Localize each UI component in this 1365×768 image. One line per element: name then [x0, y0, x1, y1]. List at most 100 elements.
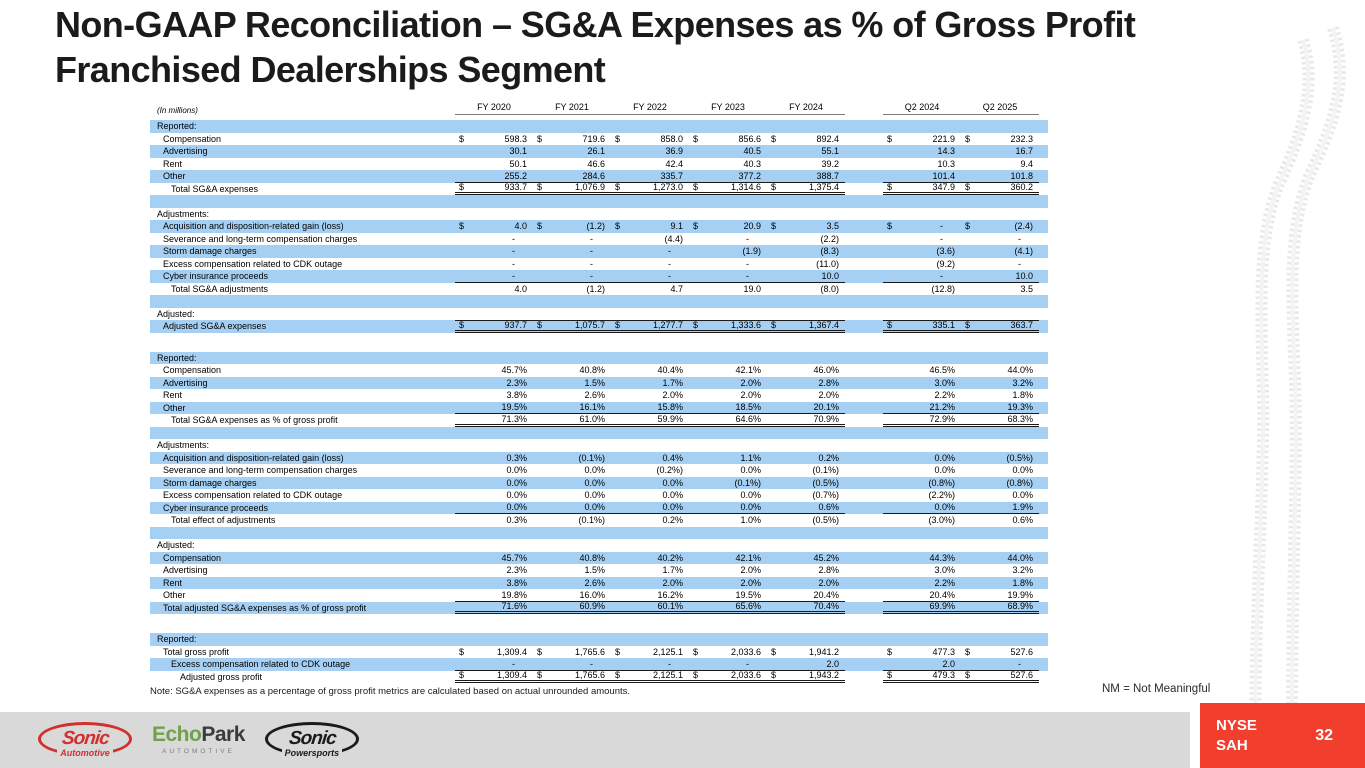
value-cell: -	[746, 233, 749, 244]
value-cell: -	[590, 233, 593, 244]
value-cell: $1,309.4	[459, 670, 527, 681]
value-cell: -	[512, 233, 515, 244]
value-cell: $1,765.6	[537, 670, 605, 681]
value-cell: $856.6	[693, 133, 761, 144]
value-cell: $527.6	[965, 646, 1033, 657]
value-cell: 0.3%	[506, 452, 527, 463]
value-cell: 3.8%	[506, 577, 527, 588]
value-cell: 20.4%	[813, 589, 839, 600]
value-cell: -	[590, 246, 593, 257]
value-cell: 2.0	[942, 658, 955, 669]
value-cell: 46.5%	[929, 365, 955, 376]
slide-title-line1: Non-GAAP Reconciliation – SG&A Expenses …	[55, 4, 1136, 45]
spacer-row	[150, 614, 1048, 633]
value-cell: $360.2	[965, 182, 1033, 193]
section-label: Reported:	[157, 121, 197, 132]
value-cell: 255.2	[504, 170, 527, 181]
value-cell: 40.8%	[579, 552, 605, 563]
value-cell: 40.8%	[579, 365, 605, 376]
row-label: Rent	[163, 577, 183, 588]
value-cell: 42.1%	[735, 552, 761, 563]
value-cell: 14.3	[937, 146, 955, 157]
row-label: Cyber insurance proceeds	[163, 502, 269, 513]
value-cell: 59.9%	[657, 413, 683, 424]
section-header-row: Adjustments:	[150, 439, 1048, 452]
value-cell: -	[1018, 233, 1021, 244]
value-cell: -	[668, 258, 671, 269]
table-row: Excess compensation related to CDK outag…	[150, 658, 1048, 671]
value-cell: (0.5%)	[812, 515, 839, 526]
value-cell: $363.7	[965, 320, 1033, 331]
value-cell: 2.3%	[506, 565, 527, 576]
section-header-row: Adjusted:	[150, 308, 1048, 321]
value-cell: 50.1	[509, 158, 527, 169]
value-cell: $4.0	[459, 221, 527, 232]
table-row: Total adjusted SG&A expenses as % of gro…	[150, 601, 1048, 614]
slide-title: Non-GAAP Reconciliation – SG&A Expenses …	[55, 2, 1136, 92]
footnote: Note: SG&A expenses as a percentage of g…	[150, 686, 631, 697]
value-cell: $477.3	[887, 646, 955, 657]
value-cell: 45.2%	[813, 552, 839, 563]
table-row: Advertising 2.3% 1.5% 1.7% 2.0% 2.8% 3.0% 3.2%	[150, 376, 1048, 389]
table-row: Storm damage charges 0.0% 0.0% 0.0% (0.1%) (0…	[150, 476, 1048, 489]
value-cell: $1,765.6	[537, 646, 605, 657]
value-cell: -	[590, 270, 593, 281]
value-cell: 0.6%	[818, 502, 839, 513]
value-cell: 3.0%	[934, 565, 955, 576]
echopark-logo: EchoPark AUTOMOTIVE	[152, 723, 245, 755]
value-cell: 9.4	[1020, 158, 1033, 169]
table-row: Cyber insurance proceeds 0.0% 0.0% 0.0% 0.0%…	[150, 501, 1048, 514]
row-label: Advertising	[163, 146, 208, 157]
value-cell: $ (2.4)	[965, 221, 1033, 232]
tire-track-graphic	[1248, 26, 1346, 768]
value-cell: 377.2	[738, 170, 761, 181]
sonic-automotive-logo: Sonic Automotive	[38, 722, 132, 758]
value-cell: 16.2%	[657, 589, 683, 600]
value-cell: (3.6)	[936, 246, 955, 257]
value-cell: $2,125.1	[615, 670, 683, 681]
row-label: Other	[163, 171, 186, 182]
section-label: Reported:	[157, 634, 197, 645]
value-cell: (3.0%)	[928, 515, 955, 526]
value-cell: 19.8%	[501, 589, 527, 600]
spacer-row	[150, 333, 1048, 352]
value-cell: 0.0%	[662, 477, 683, 488]
footer-band: Sonic Automotive EchoPark AUTOMOTIVE Son…	[0, 712, 1190, 768]
value-cell: 46.0%	[813, 365, 839, 376]
value-cell: $1,076.9	[537, 182, 605, 193]
value-cell: 40.2%	[657, 552, 683, 563]
row-label: Total adjusted SG&A expenses as % of gro…	[163, 602, 367, 613]
value-cell: (0.5%)	[812, 477, 839, 488]
value-cell: 72.9%	[929, 413, 955, 424]
value-cell: 0.0%	[662, 490, 683, 501]
value-cell: 40.5	[743, 146, 761, 157]
column-header-fy2024: FY 2024	[789, 102, 823, 112]
section-header-row: Adjusted:	[150, 539, 1048, 552]
value-cell: $937.7	[459, 320, 527, 331]
section-header-row: Reported:	[150, 120, 1048, 133]
value-cell: 2.0%	[740, 577, 761, 588]
value-cell: 20.4%	[929, 589, 955, 600]
value-cell: (0.2%)	[656, 465, 683, 476]
row-label: Storm damage charges	[163, 246, 257, 257]
value-cell: 335.7	[660, 170, 683, 181]
value-cell: 2.6%	[584, 577, 605, 588]
table-row: Rent 3.8% 2.6% 2.0% 2.0% 2.0% 2.2% 1.8%	[150, 576, 1048, 589]
value-cell: 19.9%	[1007, 589, 1033, 600]
value-cell: -	[668, 246, 671, 257]
table-row: Acquisition and disposition-related gain…	[150, 451, 1048, 464]
table-row: Rent 3.8% 2.6% 2.0% 2.0% 2.0% 2.2% 1.8%	[150, 389, 1048, 402]
value-cell: 2.0	[826, 658, 839, 669]
value-cell: 19.0	[743, 283, 761, 294]
value-cell: (9.2)	[936, 258, 955, 269]
row-label: Advertising	[163, 377, 208, 388]
value-cell: 68.3%	[1007, 413, 1033, 424]
value-cell: 20.1%	[813, 402, 839, 413]
value-cell: 44.0%	[1007, 365, 1033, 376]
section-label: Adjusted:	[157, 308, 195, 319]
value-cell: (0.1%)	[812, 465, 839, 476]
value-cell: 44.0%	[1007, 552, 1033, 563]
row-label: Excess compensation related to CDK outag…	[163, 490, 343, 501]
value-cell: 0.0%	[934, 465, 955, 476]
value-cell: -	[512, 658, 515, 669]
